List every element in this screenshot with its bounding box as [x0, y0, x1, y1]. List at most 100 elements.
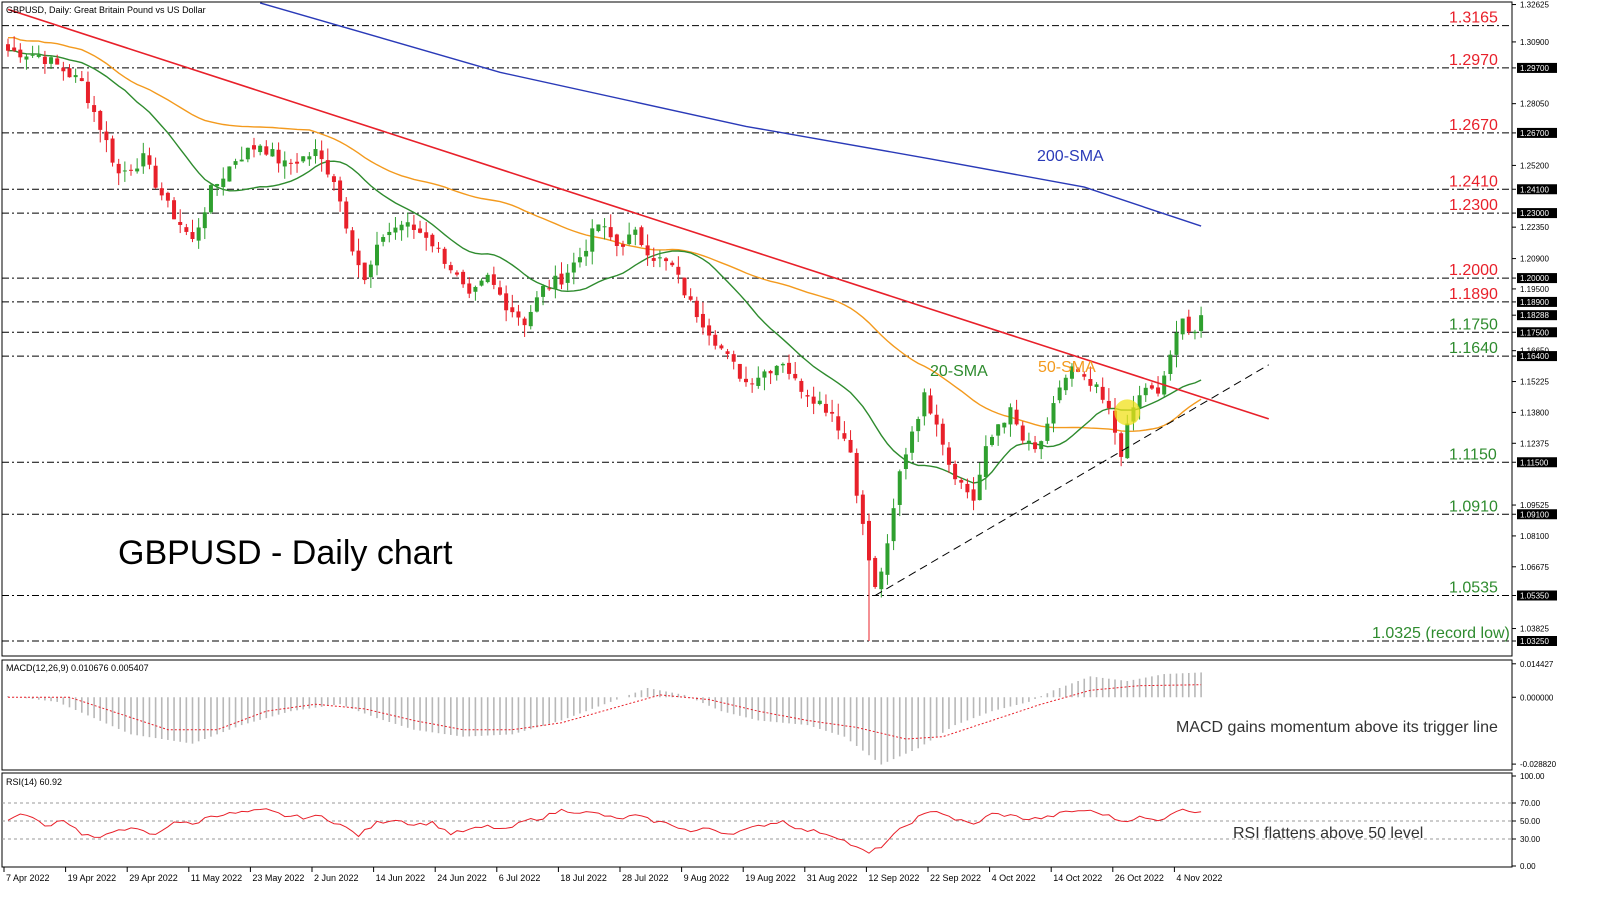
candle-body-160 [990, 436, 994, 445]
candle-body-118 [731, 354, 736, 362]
date-tick-label-14: 12 Sep 2022 [868, 873, 919, 883]
candle-body-97 [602, 226, 607, 228]
level-label-10: 1.0910 [1449, 498, 1498, 515]
candle-body-170 [1051, 403, 1056, 424]
candle-body-46 [288, 162, 293, 164]
date-tick-label-6: 14 Jun 2022 [376, 873, 426, 883]
macd-note: MACD gains momentum above its trigger li… [1176, 719, 1498, 736]
candle-body-180 [1113, 410, 1117, 433]
date-tick-label-18: 26 Oct 2022 [1115, 873, 1164, 883]
candle-body-23 [147, 155, 152, 165]
candle-body-6 [42, 56, 47, 65]
candle-body-152 [940, 423, 945, 445]
level-label-6: 1.1890 [1449, 286, 1498, 303]
candle-body-134 [830, 411, 835, 414]
candle-body-85 [528, 311, 533, 327]
candle-body-111 [688, 296, 693, 300]
candle-body-2 [18, 49, 23, 58]
candle-body-108 [670, 262, 675, 266]
candle-body-61 [381, 237, 386, 242]
main-panel-title: GBPUSD, Daily: Great Britain Pound vs US… [6, 5, 206, 15]
candle-body-27 [172, 200, 177, 220]
price-tag-bg-16 [1517, 351, 1557, 362]
candle-body-144 [891, 508, 896, 542]
candle-body-35 [221, 178, 226, 188]
candle-body-64 [399, 224, 404, 231]
candle-body-4 [30, 54, 35, 56]
candle-body-175 [1082, 374, 1087, 377]
candle-body-190 [1174, 332, 1179, 355]
candle-body-48 [301, 156, 306, 162]
candle-body-132 [817, 400, 822, 405]
candle-body-146 [903, 454, 908, 470]
price-tick-label-20: 1.11500 [1520, 458, 1549, 467]
candle-body-3 [24, 56, 29, 60]
candle-body-43 [270, 149, 275, 157]
level-label-7: 1.1750 [1449, 316, 1498, 333]
candle-body-28 [178, 221, 183, 225]
candle-body-178 [1100, 386, 1105, 400]
crossover-highlight [1114, 399, 1141, 426]
level-label-12: 1.0325 (record low) [1372, 625, 1510, 642]
candle-body-139 [860, 494, 865, 524]
level-label-0: 1.3165 [1449, 10, 1498, 27]
macd-signal-line [8, 684, 1202, 740]
candle-body-76 [473, 286, 478, 292]
candle-body-87 [541, 285, 546, 297]
candle-body-53 [331, 176, 336, 183]
price-tick-label-5: 1.25200 [1520, 161, 1549, 170]
candle-body-11 [73, 75, 78, 78]
candle-body-124 [768, 370, 773, 374]
candle-body-84 [522, 318, 527, 326]
candle-body-16 [104, 131, 109, 141]
level-label-2: 1.2670 [1449, 117, 1498, 134]
candle-body-173 [1069, 366, 1074, 379]
candle-body-69 [430, 234, 435, 247]
date-tick-label-11: 9 Aug 2022 [684, 873, 730, 883]
candle-body-116 [719, 345, 724, 349]
candle-body-5 [36, 54, 41, 57]
price-tick-label-7: 1.23000 [1520, 209, 1549, 218]
candle-body-109 [676, 266, 681, 275]
candle-body-153 [946, 447, 951, 465]
candle-body-161 [996, 424, 1001, 436]
price-tick-label-10: 1.20000 [1520, 274, 1549, 283]
price-tag-bg-25 [1517, 590, 1557, 601]
candle-body-105 [651, 258, 656, 261]
candle-body-166 [1026, 440, 1031, 444]
candle-body-82 [510, 307, 515, 313]
candle-body-181 [1119, 433, 1124, 457]
candle-body-112 [694, 300, 699, 318]
candle-body-55 [344, 201, 349, 229]
candle-body-143 [885, 543, 890, 575]
candle-body-186 [1149, 385, 1154, 389]
candle-body-148 [916, 418, 921, 432]
price-tick-label-14: 1.17500 [1520, 328, 1549, 337]
candle-body-119 [737, 363, 742, 379]
candle-body-151 [934, 414, 939, 425]
candle-body-126 [780, 363, 785, 366]
price-tag-bg-27 [1517, 636, 1557, 646]
candle-body-194 [1199, 315, 1204, 332]
candle-body-169 [1045, 423, 1050, 441]
rsi-axis: 100.00 70.00 50.00 30.00 0.00 [1512, 772, 1545, 871]
date-tick-label-10: 28 Jul 2022 [622, 873, 669, 883]
candle-body-63 [393, 227, 398, 233]
price-tag-bg-10 [1517, 273, 1557, 284]
price-tag-bg-7 [1517, 208, 1557, 219]
candle-body-104 [645, 245, 650, 256]
price-axis: 1.32625 1.30900 1.29700 1.28050 1.26700 1.252… [1512, 1, 1557, 646]
candle-body-30 [190, 232, 195, 240]
macd-axis: 0.014427 0.000000 -0.028820 [1512, 660, 1557, 769]
candle-body-95 [590, 228, 595, 252]
sma50-label: 50-SMA [1038, 359, 1096, 376]
candle-body-71 [442, 248, 447, 264]
candle-body-101 [627, 234, 632, 245]
candle-body-123 [762, 371, 767, 378]
candle-body-13 [85, 81, 90, 104]
level-label-4: 1.2300 [1449, 197, 1498, 214]
candle-body-81 [504, 293, 509, 311]
candle-body-171 [1057, 387, 1062, 401]
